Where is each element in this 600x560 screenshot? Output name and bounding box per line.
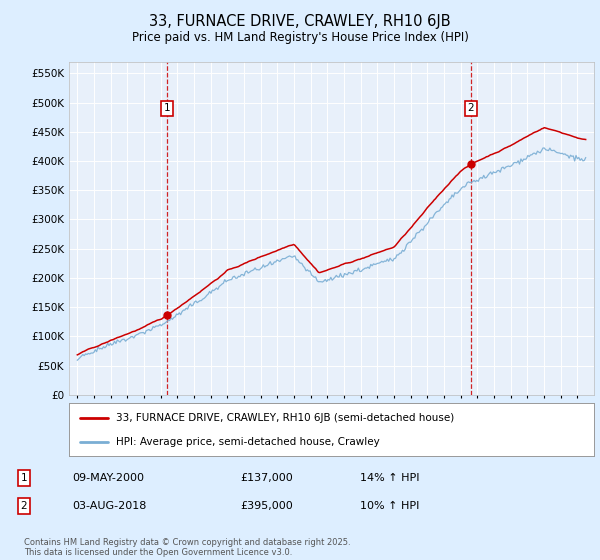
Text: Price paid vs. HM Land Registry's House Price Index (HPI): Price paid vs. HM Land Registry's House … xyxy=(131,31,469,44)
Text: 03-AUG-2018: 03-AUG-2018 xyxy=(72,501,146,511)
Text: Contains HM Land Registry data © Crown copyright and database right 2025.
This d: Contains HM Land Registry data © Crown c… xyxy=(24,538,350,557)
Text: 1: 1 xyxy=(20,473,28,483)
Text: 33, FURNACE DRIVE, CRAWLEY, RH10 6JB (semi-detached house): 33, FURNACE DRIVE, CRAWLEY, RH10 6JB (se… xyxy=(116,413,455,423)
Text: 1: 1 xyxy=(163,104,170,113)
Text: 14% ↑ HPI: 14% ↑ HPI xyxy=(360,473,419,483)
Text: 09-MAY-2000: 09-MAY-2000 xyxy=(72,473,144,483)
Text: 33, FURNACE DRIVE, CRAWLEY, RH10 6JB: 33, FURNACE DRIVE, CRAWLEY, RH10 6JB xyxy=(149,14,451,29)
Text: 10% ↑ HPI: 10% ↑ HPI xyxy=(360,501,419,511)
Text: £137,000: £137,000 xyxy=(240,473,293,483)
Text: £395,000: £395,000 xyxy=(240,501,293,511)
Text: 2: 2 xyxy=(20,501,28,511)
Text: 2: 2 xyxy=(467,104,474,113)
Text: HPI: Average price, semi-detached house, Crawley: HPI: Average price, semi-detached house,… xyxy=(116,436,380,446)
